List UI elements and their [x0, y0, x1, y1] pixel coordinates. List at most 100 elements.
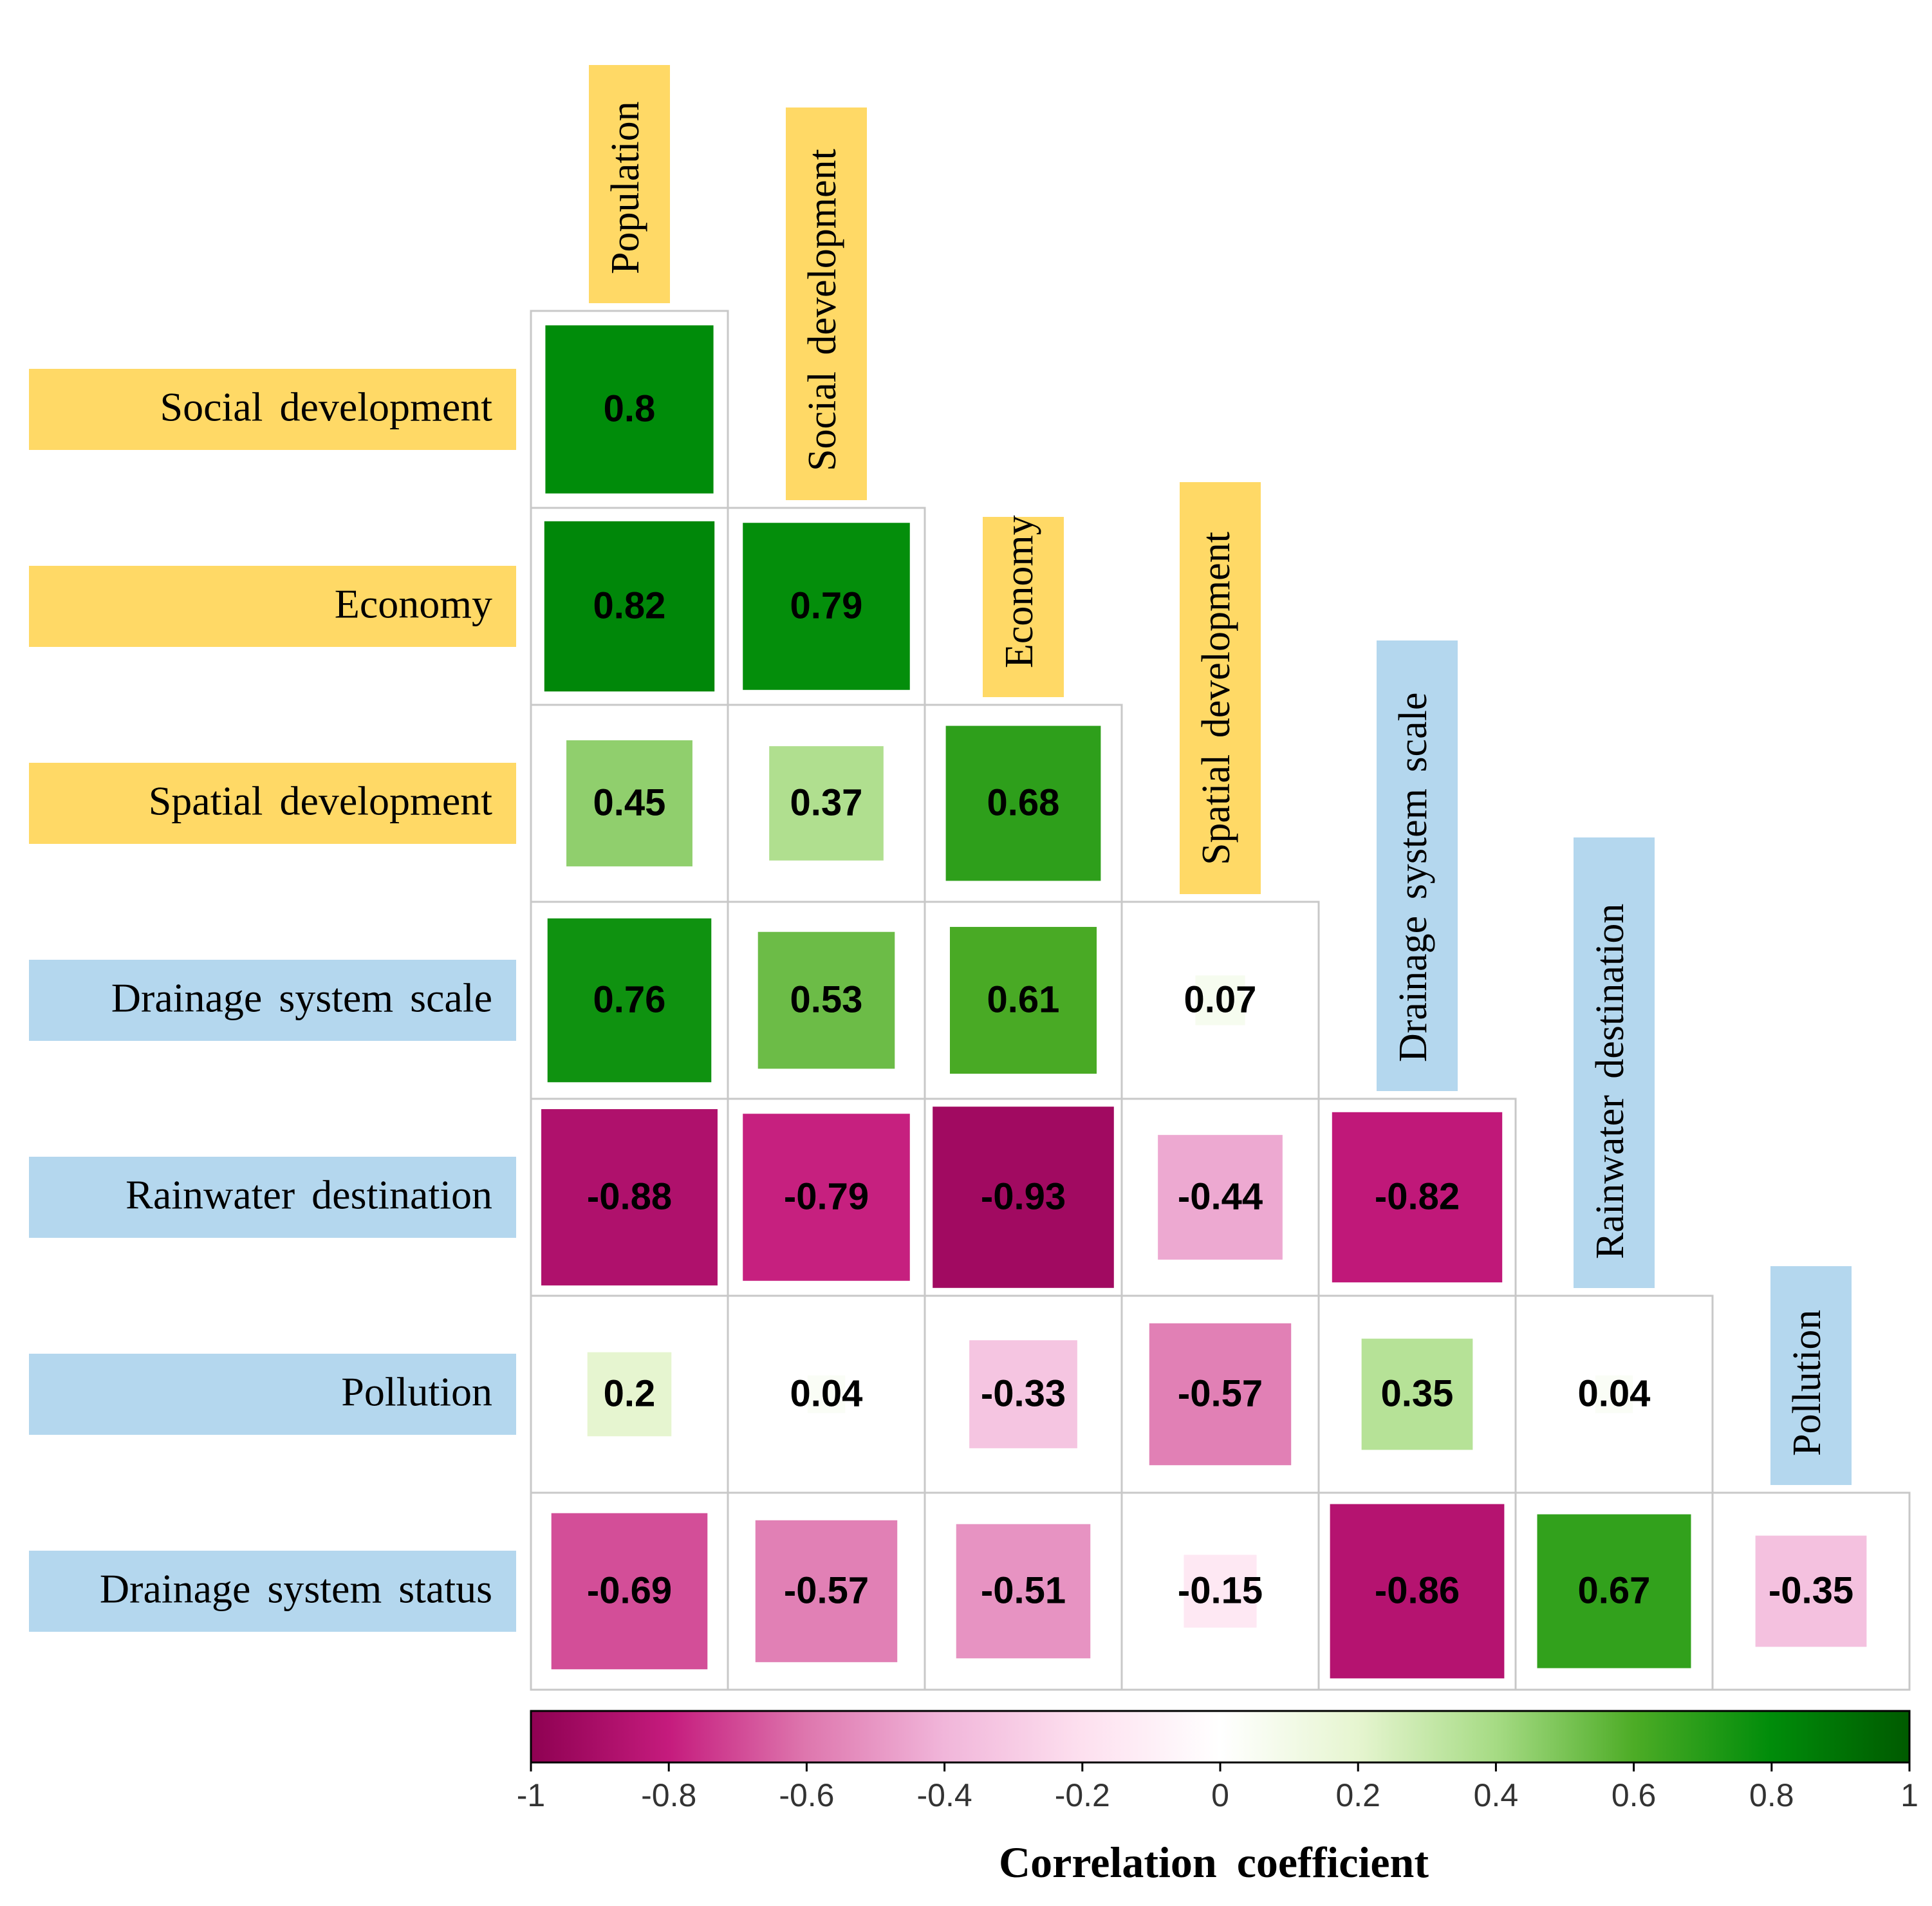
col-label-box — [1180, 482, 1261, 894]
cell-drainage-system-scale-social-development-value: 0.53 — [790, 978, 863, 1020]
cell-drainage-system-status-rainwater-destination-square — [1537, 1514, 1691, 1668]
cell-rainwater-destination-population-square — [541, 1109, 718, 1285]
col-label-box — [1574, 837, 1655, 1288]
colorbar-tick-label: -0.2 — [1055, 1777, 1110, 1813]
row-label-drainage-system-scale: Drainage system scale — [29, 960, 516, 1041]
col-label-text: Economy — [998, 515, 1041, 668]
cell-drainage-system-scale-social-development-square — [757, 931, 895, 1069]
cell-drainage-system-status-economy-square — [956, 1524, 1091, 1659]
cell-pollution-drainage-system-scale-value: 0.35 — [1381, 1372, 1454, 1414]
cell-spatial-development-social-development-value: 0.37 — [790, 781, 863, 823]
col-label-text: Rainwater destination — [1588, 904, 1632, 1259]
col-label-text: Drainage system scale — [1391, 693, 1435, 1062]
colorbar-tick-label: 0 — [1211, 1777, 1229, 1813]
row-label-pollution: Pollution — [29, 1354, 516, 1435]
cell-spatial-development-economy-square — [945, 725, 1101, 881]
cell-pollution-economy-value: -0.33 — [981, 1372, 1066, 1414]
cell-spatial-development-population-value: 0.45 — [593, 781, 666, 823]
cell-spatial-development-population-square — [566, 740, 692, 866]
row-label-social-development: Social development — [29, 369, 516, 450]
cell-rainwater-destination-drainage-system-scale-square — [1332, 1112, 1503, 1283]
colorbar: -1 -0.8 -0.6 -0.4 -0.2 0 0.2 0.4 0.6 0.8 1 Correlat… — [517, 1710, 1918, 1887]
cell-pollution-population-value: 0.2 — [604, 1372, 656, 1414]
cell-drainage-system-scale-economy-value: 0.61 — [987, 978, 1060, 1020]
row-label-economy: Economy — [29, 566, 516, 647]
col-label-pollution: Pollution — [1770, 1266, 1852, 1485]
col-label-spatial-development: Spatial development — [1180, 482, 1261, 894]
cell-rainwater-destination-spatial-development-square — [1158, 1135, 1283, 1260]
cell-pollution-economy-square — [969, 1340, 1077, 1448]
cell-pollution-rainwater-destination-value: 0.04 — [1578, 1372, 1651, 1414]
colorbar-gradient — [530, 1710, 1911, 1764]
row-label-text: Pollution — [341, 1369, 492, 1415]
row-label-spatial-development: Spatial development — [29, 763, 516, 844]
col-label-box — [786, 107, 867, 500]
col-label-box — [1770, 1266, 1852, 1485]
cell-rainwater-destination-economy-square — [933, 1107, 1114, 1288]
col-label-box — [983, 517, 1064, 697]
row-label-box — [29, 960, 516, 1041]
row-labels: Social development Economy Spatial develop… — [29, 369, 516, 1632]
row-label-text: Economy — [335, 581, 492, 627]
cell-pollution-drainage-system-scale-square — [1361, 1338, 1473, 1450]
column-labels: Population Social development Economy Spati… — [589, 65, 1852, 1485]
cell-layer: 0.8 0.82 0.79 0.45 0.37 0.68 0.76 0.53 0.61 0.07 -… — [541, 325, 1867, 1679]
col-label-text: Spatial development — [1194, 532, 1238, 865]
colorbar-tick-label: -1 — [517, 1777, 545, 1813]
col-label-text: Population — [604, 101, 647, 274]
col-label-text: Social development — [801, 149, 844, 471]
cell-rainwater-destination-drainage-system-scale-value: -0.82 — [1375, 1175, 1460, 1217]
col-label-drainage-system-scale: Drainage system scale — [1377, 640, 1458, 1091]
cell-rainwater-destination-social-development-value: -0.79 — [784, 1175, 869, 1217]
cell-drainage-system-status-drainage-system-scale-value: -0.86 — [1375, 1569, 1460, 1611]
cell-pollution-spatial-development-value: -0.57 — [1178, 1372, 1263, 1414]
colorbar-tick-label: 0.4 — [1474, 1777, 1519, 1813]
cell-drainage-system-status-social-development-square — [755, 1520, 898, 1663]
colorbar-tick-label: -0.6 — [779, 1777, 834, 1813]
row-label-box — [29, 566, 516, 647]
cell-drainage-system-status-social-development-value: -0.57 — [784, 1569, 869, 1611]
cell-economy-social-development-value: 0.79 — [790, 584, 863, 626]
row-label-text: Social development — [160, 384, 492, 430]
colorbar-tick-label: -0.4 — [917, 1777, 972, 1813]
cell-drainage-system-scale-spatial-development-value: 0.07 — [1184, 978, 1257, 1020]
cell-drainage-system-status-spatial-development-square — [1184, 1555, 1257, 1628]
cell-pollution-spatial-development-square — [1149, 1323, 1292, 1466]
col-label-social-development: Social development — [786, 107, 867, 500]
cell-drainage-system-status-pollution-value: -0.35 — [1769, 1569, 1853, 1611]
colorbar-title: Correlation coefficient — [999, 1838, 1429, 1887]
cell-drainage-system-status-pollution-square — [1755, 1535, 1867, 1647]
row-label-box — [29, 369, 516, 450]
cell-drainage-system-scale-population-value: 0.76 — [593, 978, 666, 1020]
cell-drainage-system-scale-population-square — [547, 918, 712, 1083]
row-label-text: Drainage system scale — [111, 975, 492, 1021]
colorbar-tick-label: 0.2 — [1335, 1777, 1380, 1813]
cell-drainage-system-scale-spatial-development-square — [1195, 975, 1245, 1025]
colorbar-tick-label: 0.8 — [1749, 1777, 1794, 1813]
cell-social-development-population-square — [545, 325, 714, 494]
row-label-box — [29, 1157, 516, 1238]
col-label-box — [589, 65, 670, 303]
row-label-drainage-system-status: Drainage system status — [29, 1551, 516, 1632]
cell-rainwater-destination-social-development-square — [743, 1114, 910, 1281]
row-label-box — [29, 1551, 516, 1632]
cell-pollution-population-square — [587, 1352, 672, 1437]
cell-rainwater-destination-economy-value: -0.93 — [981, 1175, 1066, 1217]
cell-pollution-social-development-value: 0.04 — [790, 1372, 863, 1414]
colorbar-tick-label: 0.6 — [1612, 1777, 1657, 1813]
cell-economy-population-value: 0.82 — [593, 584, 666, 626]
cell-social-development-population-value: 0.8 — [604, 388, 656, 429]
cell-rainwater-destination-population-value: -0.88 — [587, 1175, 672, 1217]
col-label-box — [1377, 640, 1458, 1091]
col-label-economy: Economy — [983, 515, 1064, 697]
col-label-rainwater-destination: Rainwater destination — [1574, 837, 1655, 1288]
cell-spatial-development-economy-value: 0.68 — [987, 781, 1060, 823]
cell-economy-population-square — [544, 521, 715, 692]
col-label-population: Population — [589, 65, 670, 303]
cell-pollution-rainwater-destination-square — [1595, 1375, 1633, 1414]
cell-drainage-system-status-drainage-system-scale-square — [1330, 1504, 1505, 1679]
cell-drainage-system-status-economy-value: -0.51 — [981, 1569, 1066, 1611]
cell-spatial-development-social-development-square — [769, 746, 884, 861]
row-label-text: Drainage system status — [100, 1566, 492, 1612]
